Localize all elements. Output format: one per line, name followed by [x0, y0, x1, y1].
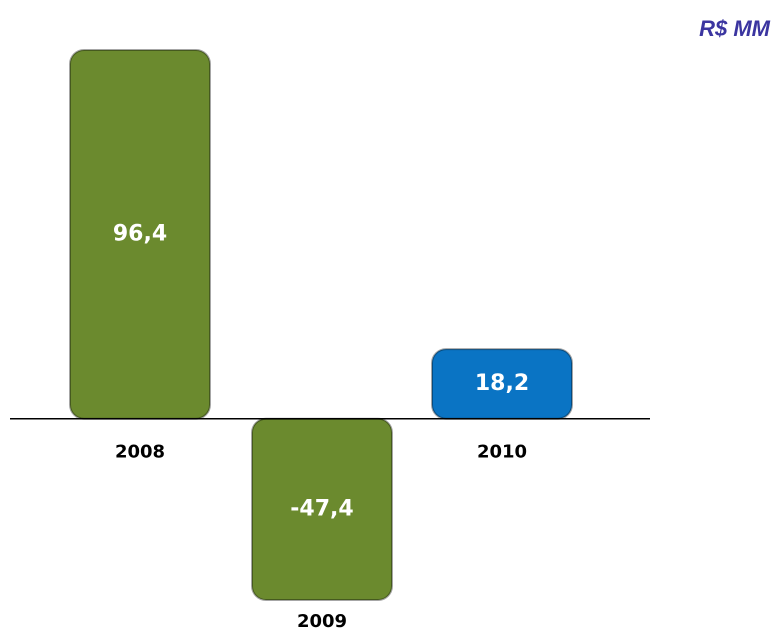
- value-label: 18,2: [475, 371, 529, 396]
- x-tick-label: 2008: [115, 442, 165, 463]
- x-tick-label: 2009: [297, 611, 347, 632]
- value-label: -47,4: [290, 496, 353, 521]
- x-tick-label: 2010: [477, 442, 527, 463]
- unit-label: R$ MM: [699, 16, 771, 41]
- value-label: 96,4: [113, 221, 167, 246]
